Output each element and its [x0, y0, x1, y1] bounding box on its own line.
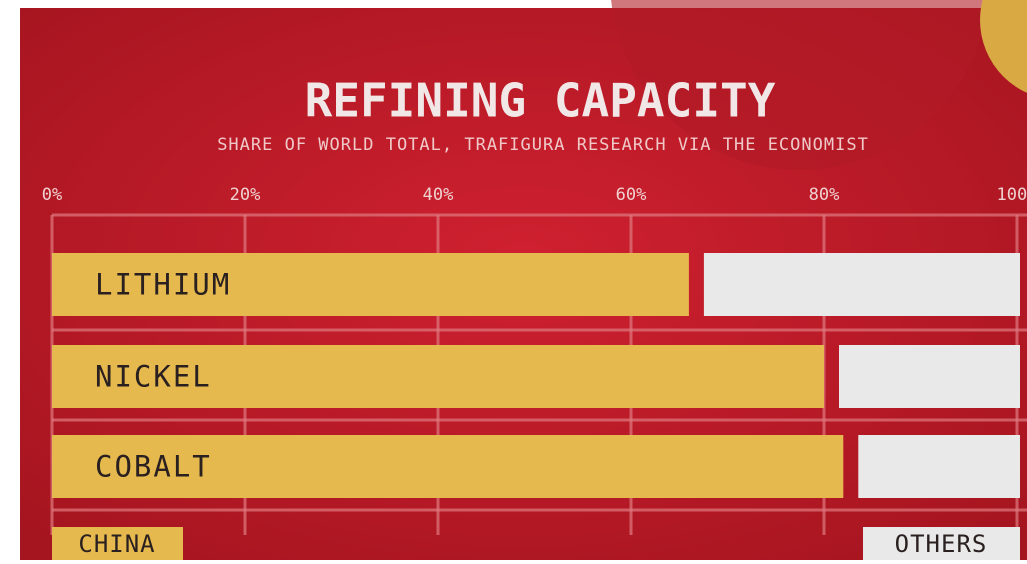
bar — [858, 435, 1020, 498]
bar — [52, 435, 844, 498]
chart-subtitle: SHARE OF WORLD TOTAL, TRAFIGURA RESEARCH… — [217, 135, 869, 155]
x-tick-label: 100% — [997, 185, 1027, 205]
category-label: LITHIUM — [95, 268, 231, 302]
bars: LITHIUM NICKEL COBALT — [52, 253, 1020, 498]
bar — [52, 253, 689, 316]
legend-label: OTHERS — [895, 530, 988, 558]
legend-swatch — [52, 527, 183, 560]
bar — [703, 253, 1020, 316]
category-label: NICKEL — [95, 360, 212, 394]
x-tick-label: 0% — [42, 185, 62, 205]
x-tick-label: 20% — [230, 185, 261, 205]
category-label: COBALT — [95, 450, 212, 484]
x-tick-label: 80% — [809, 185, 840, 205]
legend-label: CHINA — [78, 530, 155, 558]
x-tick-label: 40% — [423, 185, 454, 205]
chart-title: REFINING CAPACITY — [305, 74, 776, 128]
bar — [839, 345, 1020, 408]
legend-swatch — [863, 527, 1020, 560]
decor-circle — [611, 0, 989, 170]
decor-circle — [980, 0, 1027, 93]
bar — [52, 345, 824, 408]
x-tick-label: 60% — [616, 185, 647, 205]
